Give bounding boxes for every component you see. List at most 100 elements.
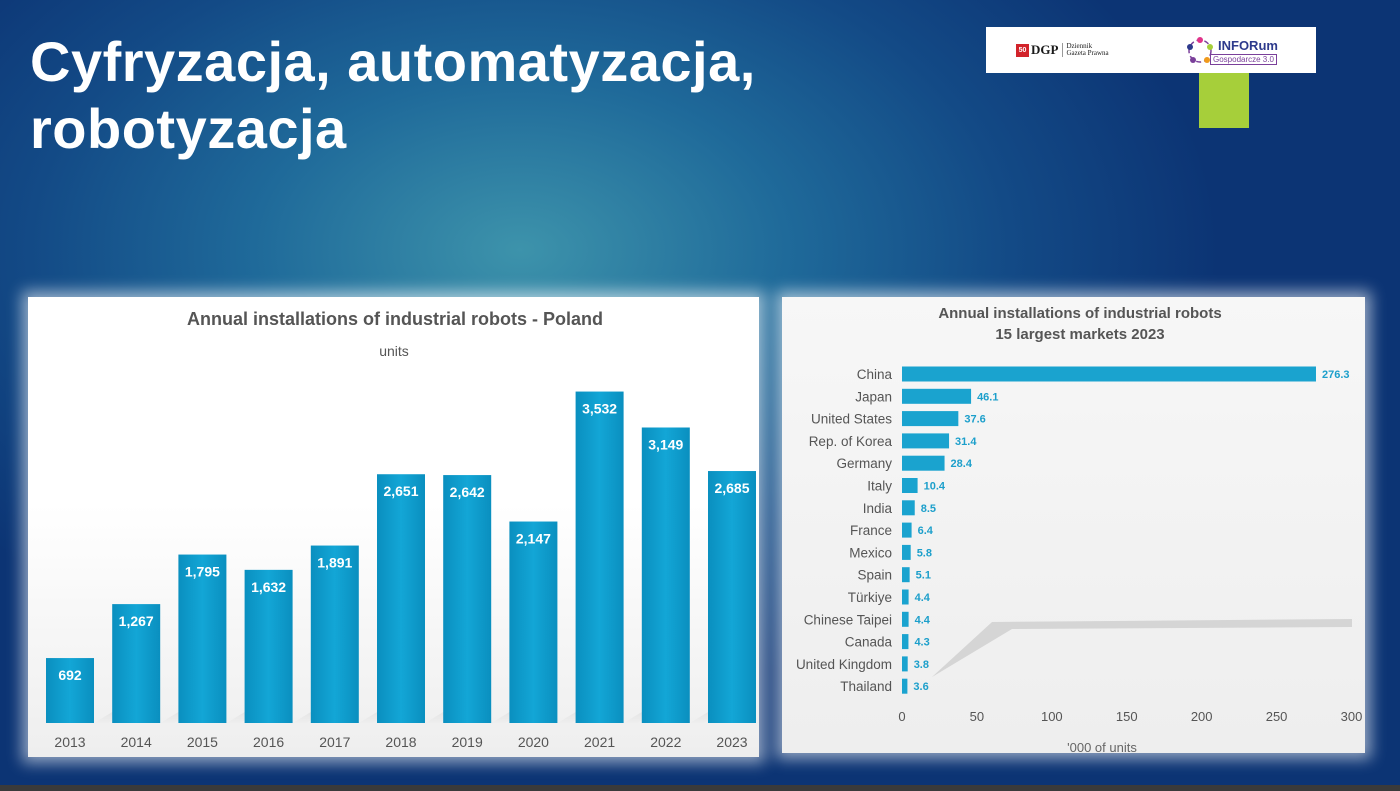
x-tick-label: 2017 (319, 734, 350, 750)
data-label: 37.6 (964, 414, 985, 426)
y-tick-label: China (857, 367, 893, 382)
data-label: 1,632 (251, 579, 286, 595)
y-tick-label: Germany (836, 456, 892, 471)
data-label: 31.4 (955, 436, 977, 448)
bar-spain (902, 567, 910, 583)
x-tick-label: 250 (1266, 709, 1288, 724)
x-tick-label: 2020 (518, 734, 549, 750)
dgp-subtitle-line-1: Dziennik (1066, 42, 1093, 50)
data-label: 10.4 (924, 481, 946, 493)
bar-thailand (902, 678, 908, 694)
data-label: 2,147 (516, 531, 551, 547)
y-tick-label: Rep. of Korea (809, 434, 893, 449)
x-tick-label: 2014 (121, 734, 152, 750)
y-tick-label: France (850, 523, 892, 538)
bar-t-rkiye (902, 589, 909, 605)
x-tick-label: 100 (1041, 709, 1063, 724)
bar-japan (902, 388, 972, 404)
poland-chart-panel: Annual installations of industrial robot… (28, 297, 759, 757)
slide-title-line-1: Cyfryzacja, automatyzacja, (30, 30, 756, 93)
data-label: 3.8 (914, 659, 929, 671)
x-tick-label: 2013 (54, 734, 85, 750)
largest-markets-chart-panel: Annual installations of industrial robot… (782, 297, 1365, 753)
x-tick-label: 150 (1116, 709, 1138, 724)
poland-installations-chart: Annual installations of industrial robot… (46, 309, 759, 750)
data-label: 2,651 (383, 483, 418, 499)
x-tick-label: 2016 (253, 734, 284, 750)
decorative-shadow (932, 619, 1352, 677)
largest-markets-chart: Annual installations of industrial robot… (796, 305, 1363, 753)
data-label: 3,532 (582, 401, 617, 417)
y-tick-label: Chinese Taipei (804, 612, 892, 627)
data-label: 3.6 (913, 681, 928, 693)
data-label: 6.4 (918, 525, 934, 537)
bar-india (902, 500, 915, 516)
dgp-subtitle-line-2: Gazeta Prawna (1066, 49, 1109, 57)
x-tick-label: 0 (898, 709, 905, 724)
bar-2021 (575, 391, 624, 723)
inforum-subtitle: Gospodarcze 3.0 (1210, 54, 1277, 65)
bar-2017 (310, 545, 359, 723)
data-label: 1,795 (185, 564, 220, 580)
x-tick-label: 2021 (584, 734, 615, 750)
x-tick-label: 2018 (385, 734, 416, 750)
x-tick-label: 200 (1191, 709, 1213, 724)
y-tick-label: Spain (857, 568, 892, 583)
bar-mexico (902, 544, 911, 560)
y-tick-label: Thailand (840, 679, 892, 694)
data-label: 4.3 (914, 637, 929, 649)
inforum-network-icon (1187, 37, 1213, 63)
x-tick-label: 50 (970, 709, 984, 724)
y-tick-label: Canada (845, 635, 893, 650)
bar-united-states (902, 411, 959, 427)
bar-shadow (756, 721, 759, 723)
bar-2020 (509, 521, 558, 723)
data-label: 46.1 (977, 391, 998, 403)
data-label: 1,891 (317, 555, 352, 571)
bar-2022 (641, 427, 690, 723)
x-tick-label: 2023 (716, 734, 747, 750)
dgp-name: DGP (1031, 42, 1059, 57)
data-label: 2,685 (714, 480, 749, 496)
chart-subtitle: units (379, 343, 409, 359)
dgp-subtitle: Dziennik Gazeta Prawna (1062, 42, 1109, 57)
data-label: 4.4 (915, 592, 931, 604)
data-label: 28.4 (951, 458, 973, 470)
data-label: 8.5 (921, 503, 936, 515)
inforum-logo: INFORum Gospodarcze 3.0 (1183, 35, 1283, 67)
data-label: 5.1 (916, 570, 931, 582)
data-label: 3,149 (648, 436, 683, 452)
inforum-name: INFORum (1218, 38, 1278, 53)
bar-united-kingdom (902, 656, 908, 672)
chart-title: Annual installations of industrial robot… (187, 309, 603, 329)
x-tick-label: 2022 (650, 734, 681, 750)
x-tick-label: 2019 (452, 734, 483, 750)
data-label: 2,642 (450, 484, 485, 500)
y-tick-label: Türkiye (848, 590, 892, 605)
data-label: 4.4 (915, 614, 931, 626)
y-tick-label: India (863, 501, 893, 516)
bottom-strip (0, 785, 1400, 791)
y-tick-label: Italy (867, 479, 892, 494)
bar-2013 (46, 658, 94, 723)
y-tick-label: United States (811, 412, 892, 427)
slide-title: Cyfryzacja, automatyzacja, robotyzacja (30, 28, 930, 162)
bar-france (902, 522, 912, 538)
bar-china (902, 366, 1316, 382)
bar-2014 (112, 604, 161, 723)
slide-title-line-2: robotyzacja (30, 97, 347, 160)
y-tick-label: Mexico (849, 545, 892, 560)
chart-title-line-1: Annual installations of industrial robot… (938, 305, 1221, 322)
x-axis-title: '000 of units (1067, 740, 1137, 753)
x-tick-label: 300 (1341, 709, 1363, 724)
bar-2015 (178, 554, 227, 723)
bar-germany (902, 455, 945, 471)
y-tick-label: United Kingdom (796, 657, 892, 672)
bar-2018 (377, 474, 425, 723)
data-label: 1,267 (119, 613, 154, 629)
bar-chinese-taipei (902, 611, 909, 627)
data-label: 276.3 (1322, 369, 1350, 381)
bar-2019 (443, 475, 492, 723)
dgp-mark: 50 (1016, 43, 1029, 57)
bar-2023 (708, 471, 756, 723)
